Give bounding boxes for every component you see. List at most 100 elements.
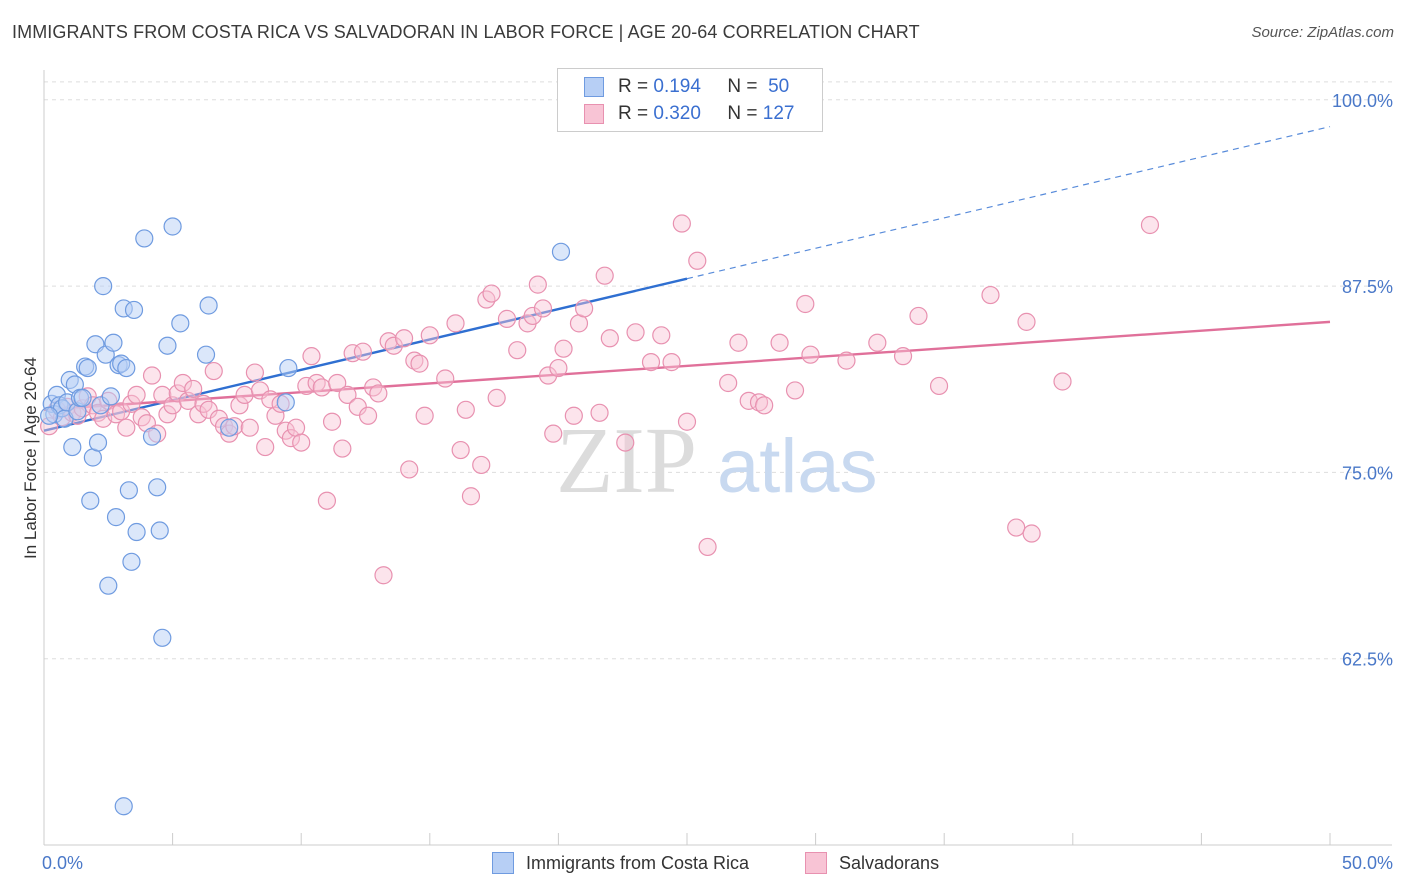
salvadoran-point <box>250 381 270 400</box>
salvadoran-point <box>112 402 131 421</box>
salvadoran-point <box>117 418 136 437</box>
salvadoran-point <box>595 266 614 285</box>
salvadoran-point <box>348 397 367 416</box>
salvadoran-point <box>451 440 470 460</box>
costa-rica-point <box>117 358 136 378</box>
series-name-salvadorans: Salvadorans <box>839 852 940 873</box>
salvadoran-point <box>400 460 419 479</box>
salvadoran-point <box>322 412 342 431</box>
costa-rica-point <box>135 229 154 248</box>
salvadoran-point <box>472 455 491 475</box>
salvadoran-point <box>1140 215 1160 235</box>
costa-rica-point <box>104 333 123 352</box>
salvadoran-point <box>641 353 661 372</box>
costa-rica-point <box>106 508 126 527</box>
salvadoran-point <box>358 406 378 425</box>
salvadoran-point <box>384 336 403 355</box>
legend-swatch-blue <box>584 77 604 97</box>
salvadoran-point <box>189 405 208 424</box>
costa-rica-point <box>101 387 120 406</box>
legend-n-value: 127 <box>762 103 795 124</box>
salvadoran-point <box>369 384 388 403</box>
salvadoran-point <box>461 487 481 506</box>
y-tick-label: 62.5% <box>1342 650 1393 670</box>
salvadoran-point <box>785 381 805 400</box>
salvadoran-point <box>796 294 815 314</box>
watermark-atlas: atlas <box>717 424 878 509</box>
salvadoran-point <box>719 373 738 393</box>
salvadoran-point <box>297 376 316 396</box>
salvadoran-point <box>564 406 583 425</box>
costa-rica-point <box>196 345 216 364</box>
salvadoran-point <box>539 366 558 385</box>
costa-rica-point <box>127 522 146 542</box>
salvadoran-point <box>749 393 769 412</box>
salvadoran-point <box>688 251 707 270</box>
salvadoran-point <box>482 284 501 303</box>
trend-lines <box>43 126 1331 432</box>
salvadoran-point <box>266 406 285 425</box>
salvadoran-point <box>410 354 429 373</box>
legend-swatch-pink <box>584 104 604 124</box>
x-tick-label: 0.0% <box>42 853 83 873</box>
costa-rica-point <box>551 242 571 261</box>
series-swatch-blue <box>492 852 514 874</box>
salvadoran-point <box>549 358 568 378</box>
salvadoran-point <box>652 326 671 345</box>
y-axis-label: In Labor Force | Age 20-64 <box>21 357 40 559</box>
salvadoran-point <box>436 369 455 388</box>
salvadoran-point <box>184 379 203 399</box>
salvadoran-point <box>533 299 553 318</box>
salvadoran-point <box>240 418 259 437</box>
salvadoran-point <box>1022 524 1041 543</box>
salvadoran-point <box>420 326 439 345</box>
salvadoran-point <box>523 306 542 326</box>
salvadoran-point <box>394 329 414 348</box>
salvadoran-point <box>127 385 146 405</box>
salvadoran-point <box>729 333 748 352</box>
stats-legend: R = 0.194 N = 50 R = 0.320 N = 127 <box>557 68 823 132</box>
salvadoran-point <box>1007 518 1026 537</box>
costa-rica-point <box>142 427 162 446</box>
watermark-zip: ZIP <box>556 409 697 513</box>
costa-rica-points <box>40 217 571 816</box>
salvadoran-point <box>338 385 357 405</box>
salvadoran-point <box>199 400 218 419</box>
legend-r-value: 0.320 <box>653 103 701 124</box>
costa-rica-trend-line <box>43 277 688 432</box>
salvadoran-point <box>626 323 645 342</box>
salvadoran-point <box>1053 372 1072 391</box>
salvadoran-point <box>981 285 1000 305</box>
costa-rica-point <box>99 576 118 595</box>
salvadoran-point <box>837 351 856 370</box>
costa-rica-point <box>199 296 218 315</box>
costa-rica-point <box>122 552 141 571</box>
salvadoran-point <box>158 405 177 424</box>
costa-rica-point <box>40 406 59 425</box>
y-tick-label: 87.5% <box>1342 277 1393 297</box>
salvadoran-point <box>893 347 913 366</box>
salvadoran-point <box>281 429 301 448</box>
salvadoran-point <box>328 373 347 393</box>
salvadoran-point <box>194 394 213 413</box>
costa-rica-point <box>73 388 92 407</box>
salvadoran-point <box>415 406 434 425</box>
costa-rica-point <box>119 481 138 500</box>
legend-r-value: 0.194 <box>653 76 701 97</box>
salvadoran-point <box>132 408 151 427</box>
salvadoran-point <box>122 394 141 413</box>
costa-rica-point <box>171 314 190 333</box>
costa-rica-point <box>78 358 97 378</box>
salvadoran-point <box>600 329 619 348</box>
costa-rica-point <box>150 521 169 540</box>
salvadoran-point <box>616 433 635 452</box>
costa-rica-point <box>220 418 239 437</box>
salvadoran-point <box>405 351 424 370</box>
costa-rica-point <box>81 491 100 510</box>
salvadoran-point <box>528 275 547 294</box>
salvadoran-point <box>317 491 337 510</box>
legend-r-label: R = <box>618 76 649 97</box>
axes <box>43 70 1392 846</box>
legend-n-value: 50 <box>768 76 790 97</box>
